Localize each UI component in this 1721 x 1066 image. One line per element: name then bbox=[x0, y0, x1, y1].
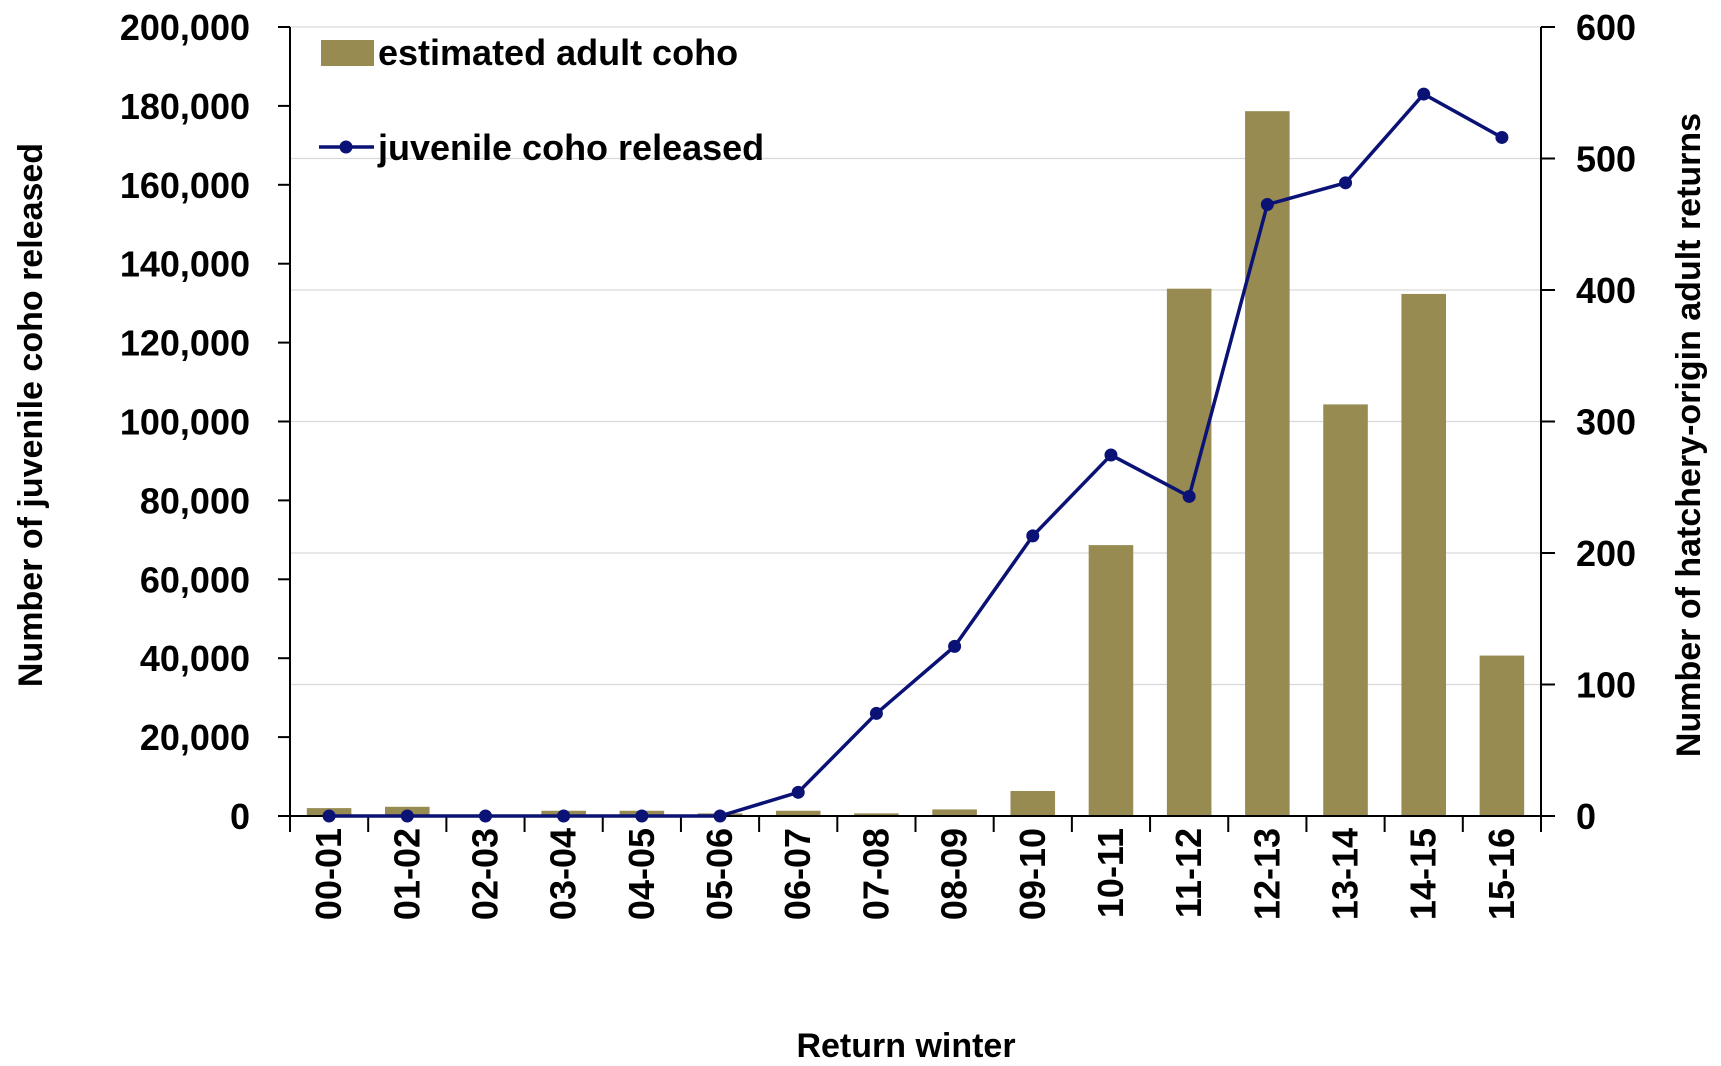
bar-series-estimated-adult-coho bbox=[306, 111, 1525, 816]
y-left-tick-label: 20,000 bbox=[140, 717, 250, 758]
y-left-tick-label: 160,000 bbox=[120, 165, 250, 206]
bar bbox=[1401, 293, 1447, 816]
y-left-tick-label: 80,000 bbox=[140, 480, 250, 521]
y-right-tick-label: 200 bbox=[1576, 533, 1636, 574]
bar bbox=[932, 809, 977, 816]
legend-label-estimated-adult-coho: estimated adult coho bbox=[378, 32, 738, 73]
x-tick-label: 10-11 bbox=[1090, 828, 1131, 918]
line-point bbox=[948, 639, 962, 653]
y-axis-left-title: Number of juvenile coho released bbox=[12, 143, 50, 687]
y-left-tick-label: 200,000 bbox=[120, 7, 250, 48]
line-point bbox=[1339, 176, 1353, 190]
x-tick-label: 15-16 bbox=[1481, 828, 1522, 920]
bar bbox=[775, 810, 821, 816]
line-point bbox=[322, 809, 336, 823]
x-tick-label: 05-06 bbox=[699, 828, 740, 920]
x-tick-label: 08-09 bbox=[934, 828, 975, 920]
tick-labels: 0 20,000 40,000 60,000 80,000 100,000 120,000 1… bbox=[120, 7, 1636, 920]
line-point bbox=[869, 706, 883, 720]
line-series-juvenile-coho-released bbox=[322, 87, 1509, 823]
x-tick-label: 09-10 bbox=[1012, 828, 1053, 920]
y-right-tick-label: 0 bbox=[1576, 796, 1596, 837]
bar bbox=[1323, 404, 1368, 816]
y-right-tick-label: 300 bbox=[1576, 402, 1636, 443]
line-point bbox=[557, 809, 571, 823]
line-point bbox=[400, 809, 414, 823]
bar bbox=[1010, 791, 1056, 816]
x-axis-title: Return winter bbox=[796, 1027, 1015, 1065]
x-tick-label: 13-14 bbox=[1325, 828, 1366, 920]
line-point bbox=[1104, 448, 1118, 462]
x-tick-label: 12-13 bbox=[1246, 828, 1287, 920]
y-right-tick-label: 100 bbox=[1576, 665, 1636, 706]
line-point bbox=[1495, 130, 1509, 144]
y-right-tick-label: 400 bbox=[1576, 270, 1636, 311]
legend-swatch-estimated-adult-coho bbox=[321, 40, 374, 66]
line-point bbox=[635, 809, 649, 823]
y-left-tick-label: 40,000 bbox=[140, 638, 250, 679]
y-right-tick-label: 500 bbox=[1576, 139, 1636, 180]
bar bbox=[1166, 288, 1212, 816]
x-tick-label: 07-08 bbox=[855, 828, 896, 920]
x-tick-label: 04-05 bbox=[621, 828, 662, 920]
bar bbox=[1088, 545, 1134, 816]
y-right-tick-label: 600 bbox=[1576, 7, 1636, 48]
line-point bbox=[478, 809, 492, 823]
legend-label-juvenile-coho-released: juvenile coho released bbox=[377, 127, 764, 168]
series-line bbox=[329, 92, 1503, 818]
y-left-tick-label: 180,000 bbox=[120, 86, 250, 127]
bar bbox=[1479, 655, 1525, 816]
x-tick-label: 02-03 bbox=[464, 828, 505, 920]
y-left-tick-label: 100,000 bbox=[120, 402, 250, 443]
line-point bbox=[1417, 87, 1431, 101]
x-tick-label: 14-15 bbox=[1403, 828, 1444, 920]
line-point bbox=[1260, 198, 1274, 212]
y-left-tick-label: 140,000 bbox=[120, 244, 250, 285]
line-point bbox=[791, 785, 805, 799]
line-point bbox=[1182, 489, 1196, 503]
y-left-tick-label: 60,000 bbox=[140, 559, 250, 600]
x-tick-label: 06-07 bbox=[777, 828, 818, 920]
line-point bbox=[713, 809, 727, 823]
legend-marker-juvenile-coho-released bbox=[339, 140, 353, 154]
legend: estimated adult coho juvenile coho relea… bbox=[319, 32, 764, 168]
x-tick-label: 03-04 bbox=[543, 828, 584, 920]
x-tick-label: 11-12 bbox=[1168, 828, 1209, 918]
y-left-tick-label: 120,000 bbox=[120, 323, 250, 364]
x-tick-label: 01-02 bbox=[386, 828, 427, 920]
x-tick-label: 00-01 bbox=[308, 828, 349, 920]
line-point bbox=[1026, 529, 1040, 543]
bar bbox=[854, 813, 899, 816]
bar bbox=[1245, 111, 1290, 816]
y-axis-right-title: Number of hatchery-origin adult returns bbox=[1670, 113, 1708, 757]
y-left-tick-label: 0 bbox=[230, 796, 250, 837]
